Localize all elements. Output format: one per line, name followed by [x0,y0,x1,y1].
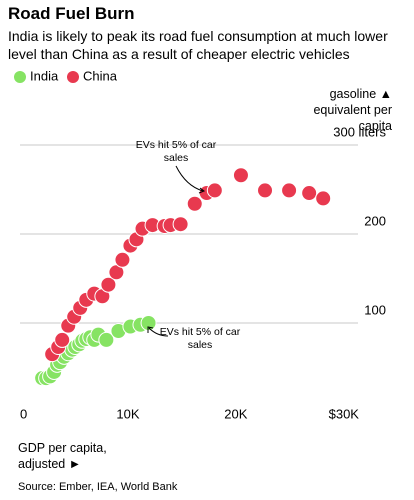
data-point [114,251,131,268]
data-point [232,167,249,184]
x-axis-label: GDP per capita, adjusted ► [18,441,107,471]
annotation-arrowhead [147,326,154,333]
data-point [140,315,157,331]
legend-label: China [83,68,118,83]
annotation: EVs hit 5% of car sales [159,326,241,351]
y-tick-label: 200 [364,213,386,228]
plot-area [20,144,358,324]
y-axis-label: gasoline ▲ equivalent per capita [313,87,392,133]
data-point [301,185,318,202]
chart-subtitle: India is likely to peak its road fuel co… [8,28,388,62]
y-tick-label: 100 [364,302,386,317]
data-point [98,331,115,348]
x-tick-label: 0 [20,406,27,421]
data-point [172,216,189,233]
data-point [315,190,332,207]
annotation-arrow [148,327,169,337]
x-tick-label: 20K [224,406,247,421]
annotation: EVs hit 5% of car sales [135,139,217,164]
legend-label: India [30,68,59,83]
data-point [186,195,203,212]
source: Source: Ember, IEA, World Bank [18,481,178,493]
legend-marker [67,71,79,83]
data-point [281,182,298,199]
data-point [100,276,117,293]
y-tick-label: 300 liters [333,124,386,139]
annotation-arrowhead [198,187,206,194]
chart-title: Road Fuel Burn [8,4,135,23]
annotation-arrow [175,165,204,192]
data-point [257,182,274,199]
legend-marker [14,71,26,83]
data-point [206,182,223,199]
x-tick-label: $30K [329,406,360,421]
x-tick-label: 10K [116,406,139,421]
data-point [54,331,71,348]
